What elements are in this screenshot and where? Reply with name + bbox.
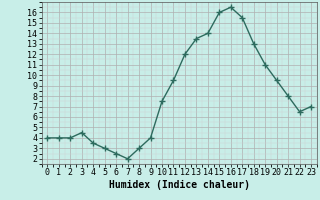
X-axis label: Humidex (Indice chaleur): Humidex (Indice chaleur): [109, 180, 250, 190]
